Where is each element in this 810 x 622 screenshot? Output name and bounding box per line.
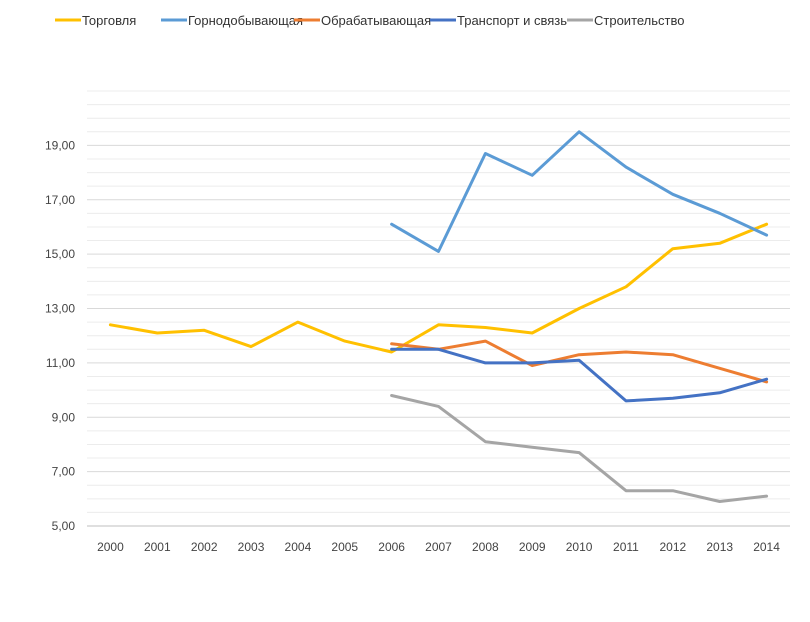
y-tick-label: 13,00 — [45, 302, 75, 316]
y-tick-label: 5,00 — [52, 519, 76, 533]
x-tick-label: 2003 — [238, 540, 265, 554]
x-tick-label: 2011 — [613, 540, 639, 554]
y-tick-label: 7,00 — [52, 465, 76, 479]
x-tick-label: 2005 — [331, 540, 358, 554]
x-tick-label: 2013 — [706, 540, 733, 554]
x-tick-label: 2000 — [97, 540, 124, 554]
legend-label: Горнодобывающая — [188, 13, 303, 28]
y-tick-label: 9,00 — [52, 410, 76, 424]
legend-item: Горнодобывающая — [161, 13, 303, 28]
x-tick-label: 2001 — [144, 540, 171, 554]
x-tick-label: 2008 — [472, 540, 499, 554]
y-tick-label: 17,00 — [45, 193, 75, 207]
grid — [87, 90, 790, 527]
x-axis: 2000 2001 2002 2003 2004 2005 2006 2007 2008 2009… — [97, 540, 780, 554]
legend-label: Транспорт и связь — [457, 13, 567, 28]
series-lines — [108, 130, 769, 503]
legend: Торговля Горнодобывающая Обрабатывающая Тра… — [55, 13, 684, 28]
x-tick-label: 2012 — [659, 540, 686, 554]
series-line-5 — [390, 394, 769, 503]
y-tick-label: 19,00 — [45, 138, 75, 152]
series-line-3 — [390, 339, 769, 384]
y-tick-label: 11,00 — [46, 356, 75, 370]
x-tick-label: 2002 — [191, 540, 218, 554]
legend-label: Обрабатывающая — [321, 13, 431, 28]
y-tick-label: 15,00 — [45, 247, 75, 261]
legend-label: Торговля — [82, 13, 136, 28]
x-tick-label: 2014 — [753, 540, 780, 554]
x-tick-label: 2010 — [566, 540, 593, 554]
legend-item: Торговля — [55, 13, 136, 28]
legend-item: Строительство — [567, 13, 684, 28]
series-line-2 — [390, 130, 769, 253]
legend-label: Строительство — [594, 13, 684, 28]
legend-item: Обрабатывающая — [294, 13, 431, 28]
y-axis: 5,00 7,00 9,00 11,00 13,00 15,00 17,00 19,00 — [45, 138, 75, 533]
legend-item: Транспорт и связь — [430, 13, 567, 28]
series-line-4 — [390, 347, 769, 403]
x-tick-label: 2006 — [378, 540, 405, 554]
x-tick-label: 2004 — [285, 540, 312, 554]
x-tick-label: 2007 — [425, 540, 452, 554]
x-tick-label: 2009 — [519, 540, 546, 554]
series-line-1 — [108, 222, 769, 354]
